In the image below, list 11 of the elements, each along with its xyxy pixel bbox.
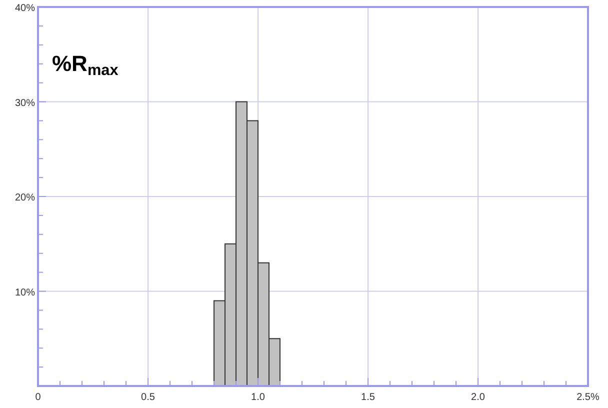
- x-tick-label: 0: [35, 392, 42, 403]
- y-tick-label: 10%: [14, 287, 36, 298]
- x-tick-label: 2.5%: [576, 392, 600, 403]
- x-tick-label: 2.0: [471, 392, 486, 403]
- x-tick-label: 1.0: [251, 392, 266, 403]
- x-tick-label: 1.5: [361, 392, 376, 403]
- text: %R$_{max}$: [52, 51, 119, 79]
- y-tick-label: 30%: [14, 98, 36, 109]
- x-tick-label: 0.5: [141, 392, 156, 403]
- y-tick-label: 40%: [14, 3, 36, 14]
- y-tick-label: 20%: [14, 192, 36, 204]
